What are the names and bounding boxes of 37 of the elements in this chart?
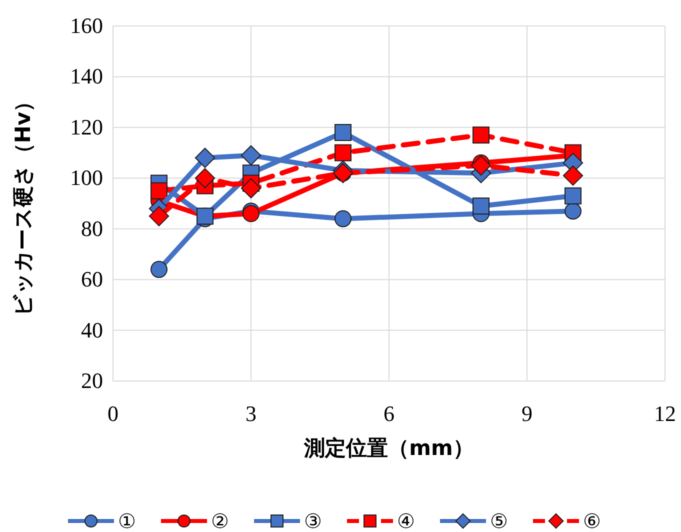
- point: [564, 202, 582, 220]
- legend-label: ⑤: [490, 509, 508, 532]
- y-tick-label: 80: [81, 216, 103, 241]
- y-tick-label: 60: [81, 266, 103, 292]
- x-tick-label: 3: [246, 401, 256, 426]
- y-tick-label: 160: [70, 13, 103, 38]
- point: [472, 198, 490, 215]
- point: [194, 148, 216, 168]
- x-tick-label: 0: [108, 401, 118, 426]
- y-tick-label: 40: [81, 317, 103, 342]
- y-axis-title: ビッカース硬さ（Hv）: [11, 90, 35, 316]
- point: [334, 144, 352, 162]
- x-tick-label: 12: [654, 401, 676, 426]
- y-tick-label: 100: [70, 165, 103, 190]
- point: [150, 182, 168, 200]
- x-tick-label: 9: [522, 401, 532, 426]
- y-tick-label: 20: [81, 368, 103, 393]
- legend-label: ③: [304, 509, 322, 532]
- point: [472, 126, 490, 144]
- point: [562, 166, 584, 186]
- y-tick-label: 140: [70, 64, 103, 89]
- legend-label: ⑥: [583, 509, 601, 532]
- legend-label: ②: [211, 509, 229, 532]
- point: [150, 260, 168, 278]
- point: [240, 145, 262, 166]
- point: [148, 206, 170, 226]
- point: [564, 187, 582, 204]
- x-axis-title: 測定位置（mm）: [303, 436, 474, 460]
- point: [334, 124, 352, 141]
- point: [334, 210, 352, 228]
- y-tick-label: 120: [70, 114, 103, 140]
- x-tick-label: 6: [384, 401, 394, 426]
- legend-label: ①: [118, 509, 136, 532]
- point: [240, 178, 262, 198]
- point: [470, 155, 492, 176]
- point: [194, 168, 216, 188]
- legend-label: ④: [397, 509, 415, 532]
